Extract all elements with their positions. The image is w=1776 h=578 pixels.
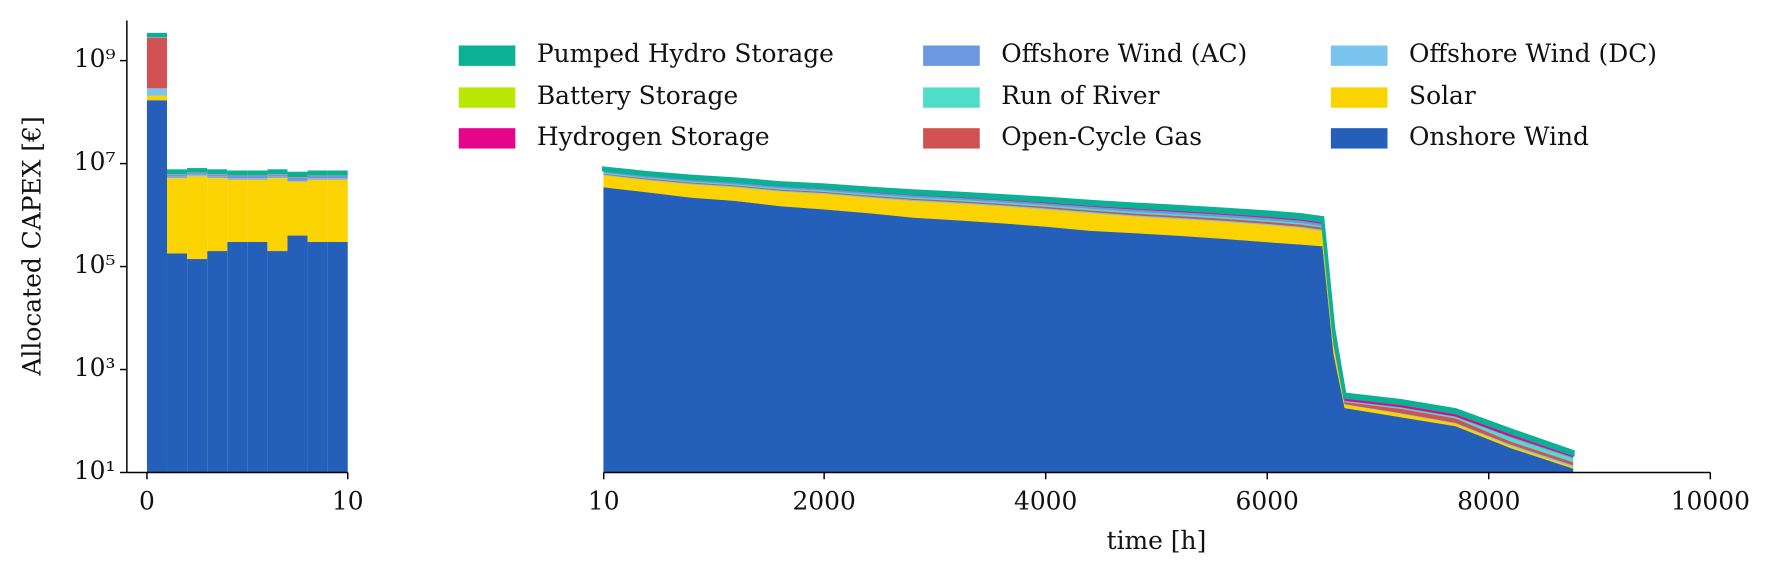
area-segment — [307, 179, 328, 181]
x-tick-label: 8000 — [1457, 487, 1520, 516]
area-segment — [187, 176, 208, 260]
area-segment — [207, 169, 228, 175]
area-segment — [227, 179, 248, 181]
area-segment — [167, 169, 188, 175]
area-segment — [146, 100, 168, 473]
area-segment — [307, 180, 328, 242]
area-segment — [247, 170, 268, 176]
area-segment — [146, 95, 168, 101]
x-tick-label: 4000 — [1014, 487, 1077, 516]
area-segment — [167, 253, 188, 473]
legend-swatch — [458, 128, 516, 149]
area-segment — [267, 178, 288, 252]
x-axis-label: time [h] — [1107, 526, 1207, 555]
y-tick-label: 10⁷ — [74, 147, 116, 176]
y-tick-label: 10⁵ — [74, 250, 116, 279]
area-segment — [247, 180, 268, 242]
y-tick-label: 10³ — [74, 353, 116, 382]
x-tick-label: 10000 — [1671, 487, 1750, 516]
area-segment — [187, 259, 208, 473]
legend-label: Offshore Wind (DC) — [1409, 39, 1657, 68]
area-segment — [267, 251, 288, 473]
x-tick-label: 6000 — [1236, 487, 1299, 516]
area-segment — [227, 170, 248, 176]
area-segment — [187, 175, 208, 177]
legend-swatch — [1330, 87, 1388, 108]
area-segment — [247, 179, 268, 181]
area-segment — [327, 176, 348, 179]
area-segment — [207, 177, 228, 179]
x-tick-label: 2000 — [792, 487, 855, 516]
area-segment — [267, 177, 288, 179]
area-segment — [327, 170, 348, 176]
legend-label: Hydrogen Storage — [537, 122, 770, 151]
legend-swatch — [923, 45, 980, 66]
area-segment — [207, 178, 228, 252]
area-segment — [287, 235, 308, 473]
y-tick-label: 10¹ — [74, 456, 116, 485]
legend-swatch — [1330, 45, 1388, 66]
x-tick-label: 10 — [588, 487, 620, 516]
legend-label: Solar — [1409, 81, 1476, 110]
area-segment — [207, 251, 228, 473]
x-tick-label: 0 — [139, 487, 155, 516]
area-segment — [327, 180, 348, 242]
legend-swatch — [1330, 128, 1388, 149]
area-segment — [287, 171, 308, 178]
area-segment — [146, 37, 168, 89]
area-segment — [327, 179, 348, 181]
area-segment — [287, 180, 308, 182]
area-segment — [167, 174, 188, 177]
area-segment — [207, 174, 228, 177]
area-segment — [307, 176, 328, 179]
area-segment — [227, 241, 248, 473]
legend-swatch — [458, 45, 516, 66]
area-segment — [167, 177, 188, 179]
area-segment — [287, 181, 308, 236]
legend-label: Open-Cycle Gas — [1001, 122, 1202, 151]
area-segment — [187, 173, 208, 175]
area-segment — [187, 168, 208, 173]
legend-label: Run of River — [1001, 81, 1159, 110]
legend-swatch — [923, 87, 980, 108]
legend-label: Onshore Wind — [1409, 122, 1589, 151]
area-segment — [307, 241, 328, 473]
y-tick-label: 10⁹ — [74, 44, 116, 73]
y-axis-label: Allocated CAPEX [€] — [17, 116, 46, 376]
area-segment — [167, 178, 188, 254]
area-segment — [307, 170, 328, 176]
area-segment — [267, 174, 288, 177]
area-segment — [146, 32, 168, 38]
x-tick-label: 10 — [332, 487, 364, 516]
area-segment — [146, 88, 168, 96]
area-segment — [287, 177, 308, 181]
area-segment — [247, 176, 268, 179]
legend-label: Battery Storage — [537, 81, 738, 110]
area-segment — [327, 241, 348, 473]
legend-label: Pumped Hydro Storage — [537, 39, 834, 68]
legend-swatch — [923, 128, 980, 149]
legend-swatch — [458, 87, 516, 108]
area-segment — [227, 176, 248, 179]
area-segment — [267, 169, 288, 175]
area-segment — [247, 241, 268, 473]
legend-label: Offshore Wind (AC) — [1001, 39, 1247, 68]
area — [602, 166, 1575, 457]
area-segment — [227, 180, 248, 242]
